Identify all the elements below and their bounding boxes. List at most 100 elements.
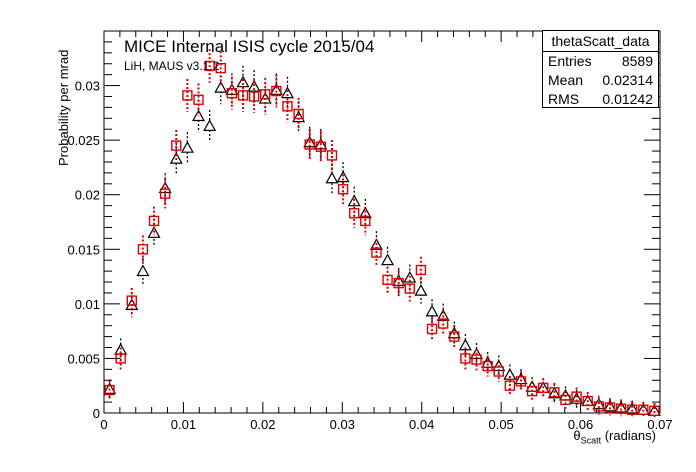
triangle-marker — [614, 400, 628, 413]
plot-subtitle: LiH, MAUS v3.1.2 — [124, 59, 220, 73]
triangle-marker — [625, 401, 639, 414]
square-marker — [393, 277, 404, 289]
square-marker — [471, 354, 482, 365]
square-marker — [426, 323, 438, 335]
stats-label: Entries — [548, 53, 592, 69]
stats-label: RMS — [548, 91, 580, 107]
triangle-marker — [603, 399, 617, 412]
square-marker — [104, 384, 115, 396]
square-marker — [415, 264, 427, 276]
square-marker — [171, 140, 182, 151]
x-tick-label: 0.03 — [330, 417, 355, 432]
y-tick-label: 0 — [93, 406, 100, 421]
square-marker — [159, 188, 171, 199]
square-marker — [204, 60, 215, 72]
square-marker — [504, 380, 516, 391]
triangle-marker — [325, 171, 339, 184]
stats-value: 8589 — [621, 53, 653, 69]
square-marker — [248, 91, 260, 102]
square-marker — [437, 318, 449, 329]
square-marker — [282, 101, 293, 112]
triangle-marker — [180, 141, 194, 153]
y-tick-label: 0.01 — [75, 297, 100, 312]
triangle-marker — [336, 170, 350, 183]
y-tick-label: 0.015 — [67, 242, 100, 257]
x-axis-label-sub: Scatt — [580, 435, 602, 446]
square-marker — [193, 94, 204, 105]
stats-row-mean: Mean 0.02314 — [543, 71, 658, 90]
square-marker — [215, 62, 226, 74]
square-marker — [371, 247, 382, 258]
square-marker — [304, 139, 315, 150]
square-marker — [493, 366, 504, 377]
x-tick-label: 0.04 — [409, 417, 434, 432]
square-marker — [604, 402, 616, 413]
triangle-marker — [458, 338, 472, 351]
square-marker — [615, 403, 627, 414]
stats-value: 0.02314 — [602, 72, 653, 88]
y-tick-label: 0.02 — [75, 188, 100, 203]
triangle-marker — [358, 206, 372, 219]
square-marker — [649, 405, 660, 417]
y-tick-label: 0.03 — [75, 79, 100, 94]
x-axis-label: θScatt (radians) — [573, 428, 656, 446]
stats-title: thetaScatt_data — [543, 31, 658, 52]
stats-row-entries: Entries 8589 — [543, 52, 658, 71]
triangle-marker — [236, 75, 250, 88]
x-tick-label: 0.07 — [647, 417, 672, 432]
square-marker — [115, 353, 126, 364]
y-axis-label: Probability per mrad — [56, 49, 71, 166]
y-tick-label: 0.005 — [67, 351, 100, 366]
square-marker — [638, 404, 649, 415]
x-axis-label-unit: (radians) — [601, 428, 656, 443]
triangle-marker — [280, 86, 294, 99]
triangle-marker — [214, 81, 228, 93]
square-marker — [260, 89, 271, 100]
square-marker — [515, 376, 527, 387]
triangle-marker — [503, 368, 517, 380]
x-axis-label-base: θ — [573, 428, 581, 443]
square-marker — [571, 391, 582, 402]
triangle-marker — [269, 83, 283, 95]
square-marker — [337, 184, 349, 195]
x-tick-label: 0.02 — [250, 417, 275, 432]
triangle-marker — [425, 304, 439, 317]
square-marker — [182, 90, 193, 101]
triangle-marker — [381, 253, 395, 266]
stats-box: thetaScatt_data Entries 8589 Mean 0.0231… — [542, 30, 659, 108]
square-marker — [482, 360, 493, 372]
triangle-marker — [414, 284, 428, 296]
triangle-marker — [136, 264, 150, 277]
x-tick-label: 0.01 — [171, 417, 196, 432]
square-marker — [582, 395, 593, 407]
square-marker — [349, 208, 360, 219]
stats-row-rms: RMS 0.01242 — [543, 90, 658, 109]
square-marker — [560, 394, 571, 406]
stats-value: 0.01242 — [602, 91, 653, 107]
square-marker — [538, 382, 549, 394]
square-marker — [382, 274, 393, 286]
triangle-marker — [392, 274, 406, 286]
square-marker — [326, 150, 338, 161]
plot-title: MICE Internal ISIS cycle 2015/04 — [124, 37, 375, 56]
x-tick-label: 0 — [100, 417, 107, 432]
square-marker — [593, 401, 605, 412]
square-marker — [404, 283, 415, 294]
y-tick-label: 0.025 — [67, 133, 100, 148]
square-marker — [271, 85, 282, 97]
square-marker — [627, 404, 638, 415]
square-marker — [293, 108, 304, 120]
square-marker — [126, 295, 138, 306]
square-marker — [449, 331, 460, 342]
plot-frame — [103, 30, 661, 414]
stats-label: Mean — [548, 72, 584, 88]
triangle-marker — [203, 119, 217, 131]
square-marker — [137, 244, 149, 255]
square-marker — [360, 215, 371, 227]
square-marker — [526, 385, 538, 397]
square-marker — [226, 88, 238, 99]
square-marker — [315, 141, 327, 152]
square-marker — [460, 353, 471, 364]
square-marker — [237, 90, 249, 101]
